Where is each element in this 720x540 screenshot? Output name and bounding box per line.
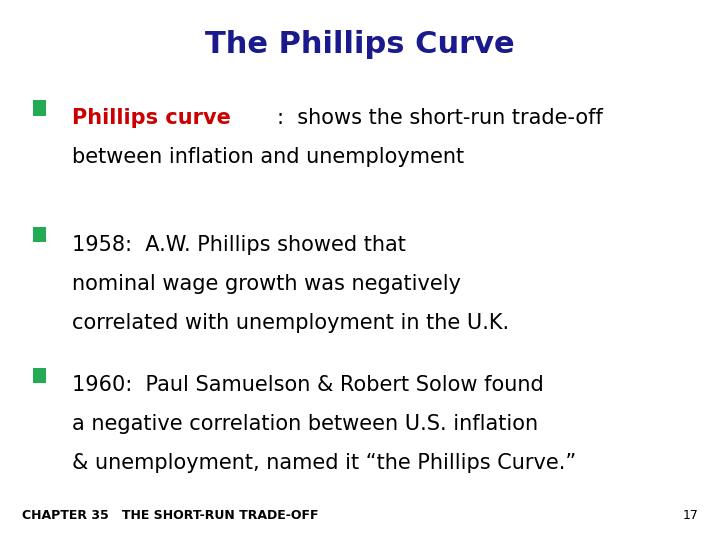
- Text: 17: 17: [683, 509, 698, 522]
- Text: between inflation and unemployment: between inflation and unemployment: [72, 147, 464, 167]
- Bar: [33, 100, 46, 116]
- Text: a negative correlation between U.S. inflation: a negative correlation between U.S. infl…: [72, 414, 538, 434]
- Text: nominal wage growth was negatively: nominal wage growth was negatively: [72, 274, 461, 294]
- Bar: [33, 227, 46, 242]
- Bar: [33, 368, 46, 383]
- Text: The Phillips Curve: The Phillips Curve: [205, 30, 515, 59]
- Text: Phillips curve: Phillips curve: [72, 108, 231, 128]
- Text: CHAPTER 35   THE SHORT-RUN TRADE-OFF: CHAPTER 35 THE SHORT-RUN TRADE-OFF: [22, 509, 318, 522]
- Text: 1960:  Paul Samuelson & Robert Solow found: 1960: Paul Samuelson & Robert Solow foun…: [72, 375, 544, 395]
- Text: correlated with unemployment in the U.K.: correlated with unemployment in the U.K.: [72, 313, 509, 333]
- Text: & unemployment, named it “the Phillips Curve.”: & unemployment, named it “the Phillips C…: [72, 453, 576, 473]
- Text: :  shows the short-run trade-off: : shows the short-run trade-off: [277, 108, 603, 128]
- Text: 1958:  A.W. Phillips showed that: 1958: A.W. Phillips showed that: [72, 235, 406, 255]
